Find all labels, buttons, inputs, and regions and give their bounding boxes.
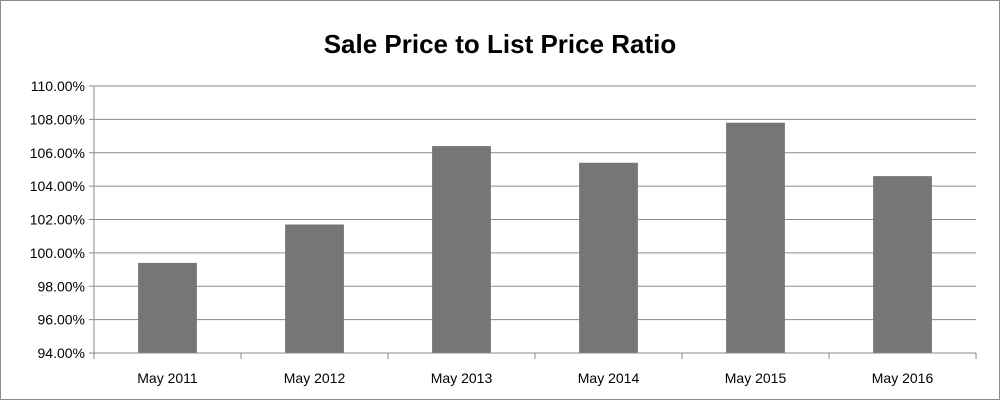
y-axis-ticks: 94.00% 96.00% 98.00% 100.00% 102.00% 104.00% 1… <box>30 78 94 361</box>
y-tick-label: 104.00% <box>30 178 85 194</box>
x-tick-label: May 2013 <box>431 370 493 386</box>
y-tick-label: 96.00% <box>38 312 85 328</box>
bar <box>873 176 932 353</box>
gridlines <box>94 85 976 321</box>
chart-title: Sale Price to List Price Ratio <box>324 29 677 59</box>
y-tick-label: 108.00% <box>30 111 85 127</box>
x-tick-label: May 2016 <box>872 370 934 386</box>
bar <box>285 224 344 353</box>
bar <box>579 162 638 353</box>
x-tick-label: May 2015 <box>725 370 787 386</box>
bar <box>138 262 197 353</box>
bar <box>432 146 491 353</box>
bars <box>138 122 932 354</box>
x-tick-label: May 2011 <box>137 370 198 386</box>
x-axis-ticks: May 2011 May 2012 May 2013 May 2014 May 2015… <box>93 353 977 386</box>
y-tick-label: 94.00% <box>38 345 85 361</box>
y-tick-label: 106.00% <box>30 145 85 161</box>
bar <box>726 122 785 354</box>
x-tick-label: May 2012 <box>284 370 346 386</box>
y-tick-label: 98.00% <box>38 278 85 294</box>
x-tick-label: May 2014 <box>578 370 640 386</box>
y-tick-label: 100.00% <box>30 245 85 261</box>
y-tick-label: 102.00% <box>30 212 85 228</box>
y-tick-label: 110.00% <box>31 78 85 94</box>
